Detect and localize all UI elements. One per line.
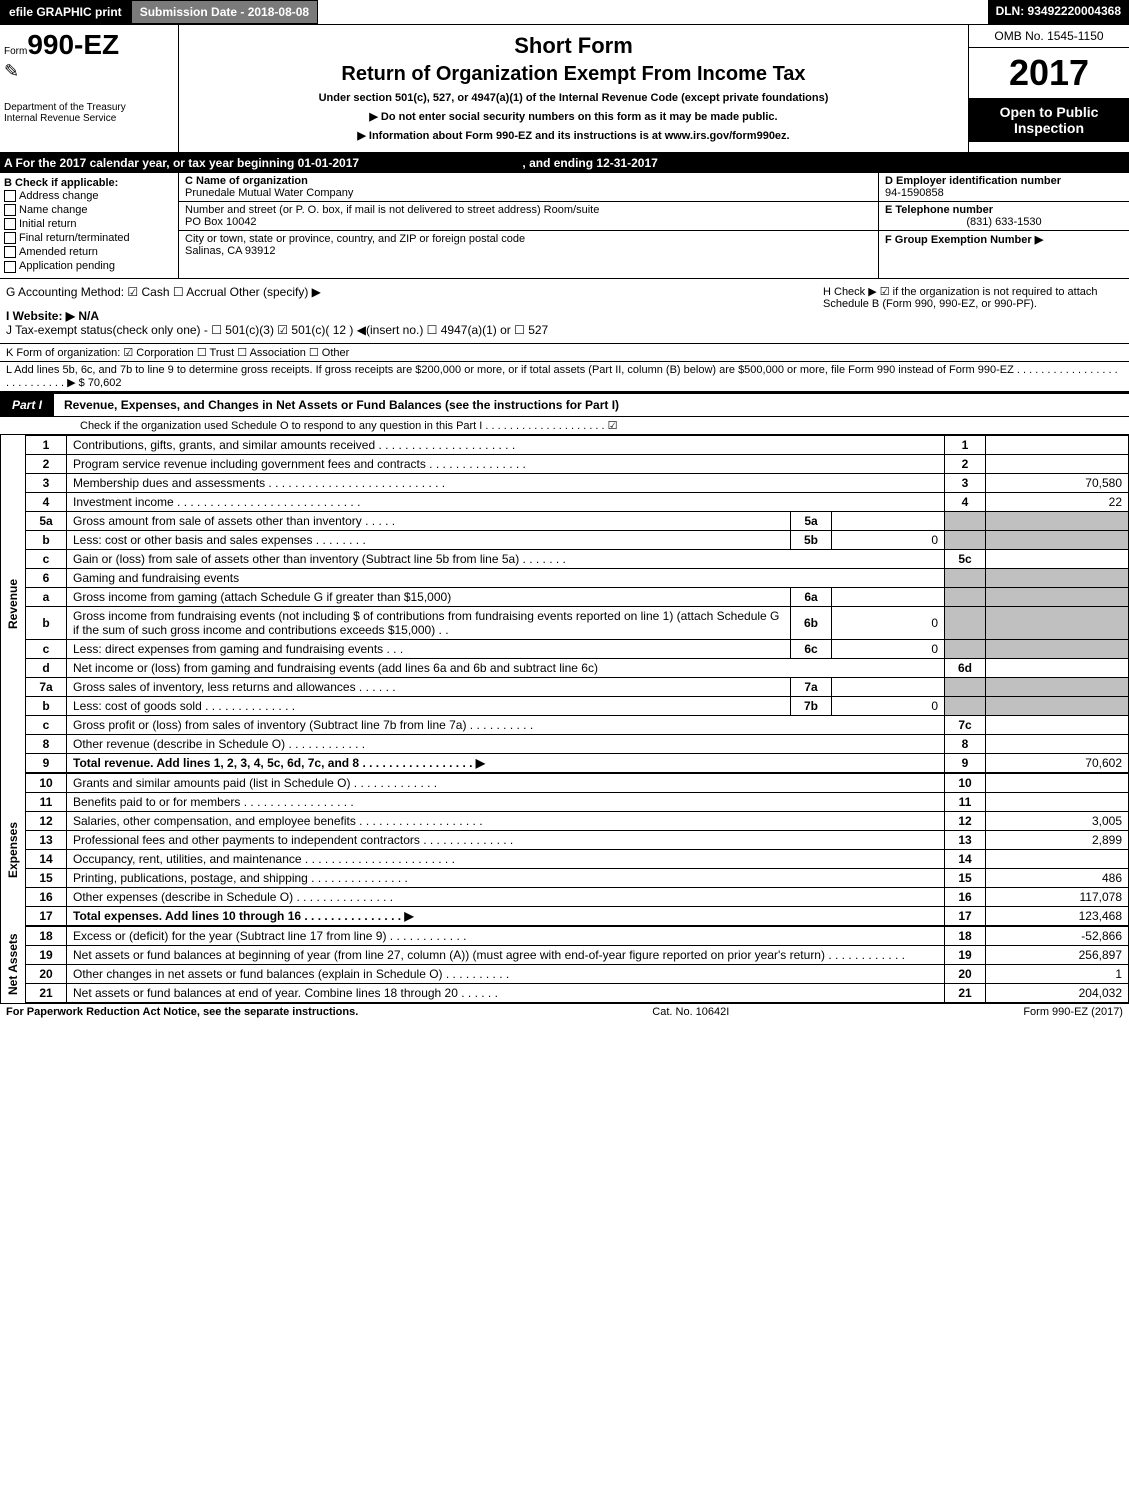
expenses-label: Expenses bbox=[0, 773, 25, 926]
ssn-warning: ▶ Do not enter social security numbers o… bbox=[187, 110, 960, 123]
section-a: A For the 2017 calendar year, or tax yea… bbox=[0, 154, 1129, 172]
org-name: Prunedale Mutual Water Company bbox=[185, 187, 353, 199]
line-12: 12Salaries, other compensation, and empl… bbox=[26, 811, 1129, 830]
header-left: Form990-EZ ✎ Department of the Treasury … bbox=[0, 25, 179, 152]
revenue-label: Revenue bbox=[0, 435, 25, 773]
addr-label: Number and street (or P. O. box, if mail… bbox=[185, 204, 599, 216]
line-9: 9Total revenue. Add lines 1, 2, 3, 4, 5c… bbox=[26, 753, 1129, 772]
section-a-begin: A For the 2017 calendar year, or tax yea… bbox=[4, 156, 359, 170]
expenses-table: 10Grants and similar amounts paid (list … bbox=[25, 773, 1129, 926]
line-7b: bLess: cost of goods sold . . . . . . . … bbox=[26, 696, 1129, 715]
check-name-change[interactable]: Name change bbox=[4, 203, 174, 217]
e-phone-value: (831) 633-1530 bbox=[885, 216, 1123, 228]
line-7c: cGross profit or (loss) from sales of in… bbox=[26, 715, 1129, 734]
form-header: Form990-EZ ✎ Department of the Treasury … bbox=[0, 25, 1129, 154]
e-phone-label: E Telephone number bbox=[885, 204, 993, 216]
b-check-label: B Check if applicable: bbox=[4, 177, 118, 189]
line-3: 3Membership dues and assessments . . . .… bbox=[26, 473, 1129, 492]
right-column: D Employer identification number 94-1590… bbox=[879, 173, 1129, 278]
header-right: OMB No. 1545-1150 2017 Open to Public In… bbox=[969, 25, 1129, 152]
d-ein-value: 94-1590858 bbox=[885, 187, 944, 199]
revenue-section: Revenue 1Contributions, gifts, grants, a… bbox=[0, 435, 1129, 773]
l-gross-receipts: L Add lines 5b, 6c, and 7b to line 9 to … bbox=[0, 362, 1129, 392]
line-7a: 7aGross sales of inventory, less returns… bbox=[26, 677, 1129, 696]
line-20: 20Other changes in net assets or fund ba… bbox=[26, 964, 1129, 983]
form-number: 990-EZ bbox=[27, 29, 119, 60]
header-center: Short Form Return of Organization Exempt… bbox=[179, 25, 969, 152]
short-form-title: Short Form bbox=[187, 33, 960, 59]
i-website: I Website: ▶ N/A bbox=[6, 309, 823, 323]
line-14: 14Occupancy, rent, utilities, and mainte… bbox=[26, 849, 1129, 868]
line-5a: 5aGross amount from sale of assets other… bbox=[26, 511, 1129, 530]
treasury-dept: Department of the Treasury bbox=[4, 102, 174, 113]
dln-label: DLN: 93492220004368 bbox=[988, 0, 1129, 24]
identity-block: B Check if applicable: Address change Na… bbox=[0, 173, 1129, 279]
line-18: 18Excess or (deficit) for the year (Subt… bbox=[26, 926, 1129, 945]
part1-check-note: Check if the organization used Schedule … bbox=[0, 417, 1129, 435]
check-final-return[interactable]: Final return/terminated bbox=[4, 231, 174, 245]
part1-label: Part I bbox=[0, 394, 54, 416]
f-group-label: F Group Exemption Number ▶ bbox=[885, 234, 1043, 246]
line-15: 15Printing, publications, postage, and s… bbox=[26, 868, 1129, 887]
open-to-public: Open to Public Inspection bbox=[969, 98, 1129, 142]
line-6a: aGross income from gaming (attach Schedu… bbox=[26, 587, 1129, 606]
footer-paperwork: For Paperwork Reduction Act Notice, see … bbox=[6, 1006, 358, 1018]
line-1: 1Contributions, gifts, grants, and simil… bbox=[26, 435, 1129, 454]
line-21: 21Net assets or fund balances at end of … bbox=[26, 983, 1129, 1002]
omb-number: OMB No. 1545-1150 bbox=[969, 25, 1129, 48]
check-amended[interactable]: Amended return bbox=[4, 245, 174, 259]
line-2: 2Program service revenue including gover… bbox=[26, 454, 1129, 473]
part1-header: Part I Revenue, Expenses, and Changes in… bbox=[0, 392, 1129, 417]
footer-cat-no: Cat. No. 10642I bbox=[652, 1006, 729, 1018]
footer-form-ref: Form 990-EZ (2017) bbox=[1023, 1006, 1123, 1018]
city-label: City or town, state or province, country… bbox=[185, 233, 525, 245]
j-tax-status: J Tax-exempt status(check only one) - ☐ … bbox=[6, 323, 823, 337]
net-assets-label: Net Assets bbox=[0, 926, 25, 1003]
efile-print-button[interactable]: efile GRAPHIC print bbox=[0, 0, 131, 24]
line-5b: bLess: cost or other basis and sales exp… bbox=[26, 530, 1129, 549]
expenses-section: Expenses 10Grants and similar amounts pa… bbox=[0, 773, 1129, 926]
d-ein-label: D Employer identification number bbox=[885, 175, 1061, 187]
part1-title: Revenue, Expenses, and Changes in Net As… bbox=[54, 398, 619, 412]
code-subtitle: Under section 501(c), 527, or 4947(a)(1)… bbox=[187, 92, 960, 104]
c-name-label: C Name of organization bbox=[185, 175, 308, 187]
submission-date-label: Submission Date - 2018-08-08 bbox=[131, 0, 318, 24]
line-19: 19Net assets or fund balances at beginni… bbox=[26, 945, 1129, 964]
line-6: 6Gaming and fundraising events bbox=[26, 568, 1129, 587]
line-8: 8Other revenue (describe in Schedule O) … bbox=[26, 734, 1129, 753]
line-4: 4Investment income . . . . . . . . . . .… bbox=[26, 492, 1129, 511]
line-6c: cLess: direct expenses from gaming and f… bbox=[26, 639, 1129, 658]
line-10: 10Grants and similar amounts paid (list … bbox=[26, 773, 1129, 792]
g-accounting: G Accounting Method: ☑ Cash ☐ Accrual Ot… bbox=[6, 285, 823, 299]
net-assets-section: Net Assets 18Excess or (deficit) for the… bbox=[0, 926, 1129, 1003]
info-link[interactable]: ▶ Information about Form 990-EZ and its … bbox=[187, 129, 960, 142]
top-bar: efile GRAPHIC print Submission Date - 20… bbox=[0, 0, 1129, 25]
k-form-org: K Form of organization: ☑ Corporation ☐ … bbox=[0, 344, 1129, 362]
g-h-row: G Accounting Method: ☑ Cash ☐ Accrual Ot… bbox=[0, 279, 1129, 344]
line-6b: bGross income from fundraising events (n… bbox=[26, 606, 1129, 639]
line-17: 17Total expenses. Add lines 10 through 1… bbox=[26, 906, 1129, 925]
check-application-pending[interactable]: Application pending bbox=[4, 259, 174, 273]
line-5c: cGain or (loss) from sale of assets othe… bbox=[26, 549, 1129, 568]
footer: For Paperwork Reduction Act Notice, see … bbox=[0, 1003, 1129, 1020]
b-check-column: B Check if applicable: Address change Na… bbox=[0, 173, 179, 278]
section-a-row: A For the 2017 calendar year, or tax yea… bbox=[0, 154, 1129, 173]
name-block: C Name of organization Prunedale Mutual … bbox=[179, 173, 879, 278]
city-value: Salinas, CA 93912 bbox=[185, 245, 276, 257]
line-6d: dNet income or (loss) from gaming and fu… bbox=[26, 658, 1129, 677]
irs-label: Internal Revenue Service bbox=[4, 113, 174, 124]
section-a-end: , and ending 12-31-2017 bbox=[522, 156, 657, 170]
tax-year: 2017 bbox=[969, 48, 1129, 98]
addr-value: PO Box 10042 bbox=[185, 216, 257, 228]
check-initial-return[interactable]: Initial return bbox=[4, 217, 174, 231]
revenue-table: 1Contributions, gifts, grants, and simil… bbox=[25, 435, 1129, 773]
line-11: 11Benefits paid to or for members . . . … bbox=[26, 792, 1129, 811]
line-16: 16Other expenses (describe in Schedule O… bbox=[26, 887, 1129, 906]
line-13: 13Professional fees and other payments t… bbox=[26, 830, 1129, 849]
form-prefix: Form bbox=[4, 46, 27, 57]
return-title: Return of Organization Exempt From Incom… bbox=[187, 63, 960, 86]
check-address-change[interactable]: Address change bbox=[4, 189, 174, 203]
h-check: H Check ▶ ☑ if the organization is not r… bbox=[823, 285, 1123, 337]
net-assets-table: 18Excess or (deficit) for the year (Subt… bbox=[25, 926, 1129, 1003]
